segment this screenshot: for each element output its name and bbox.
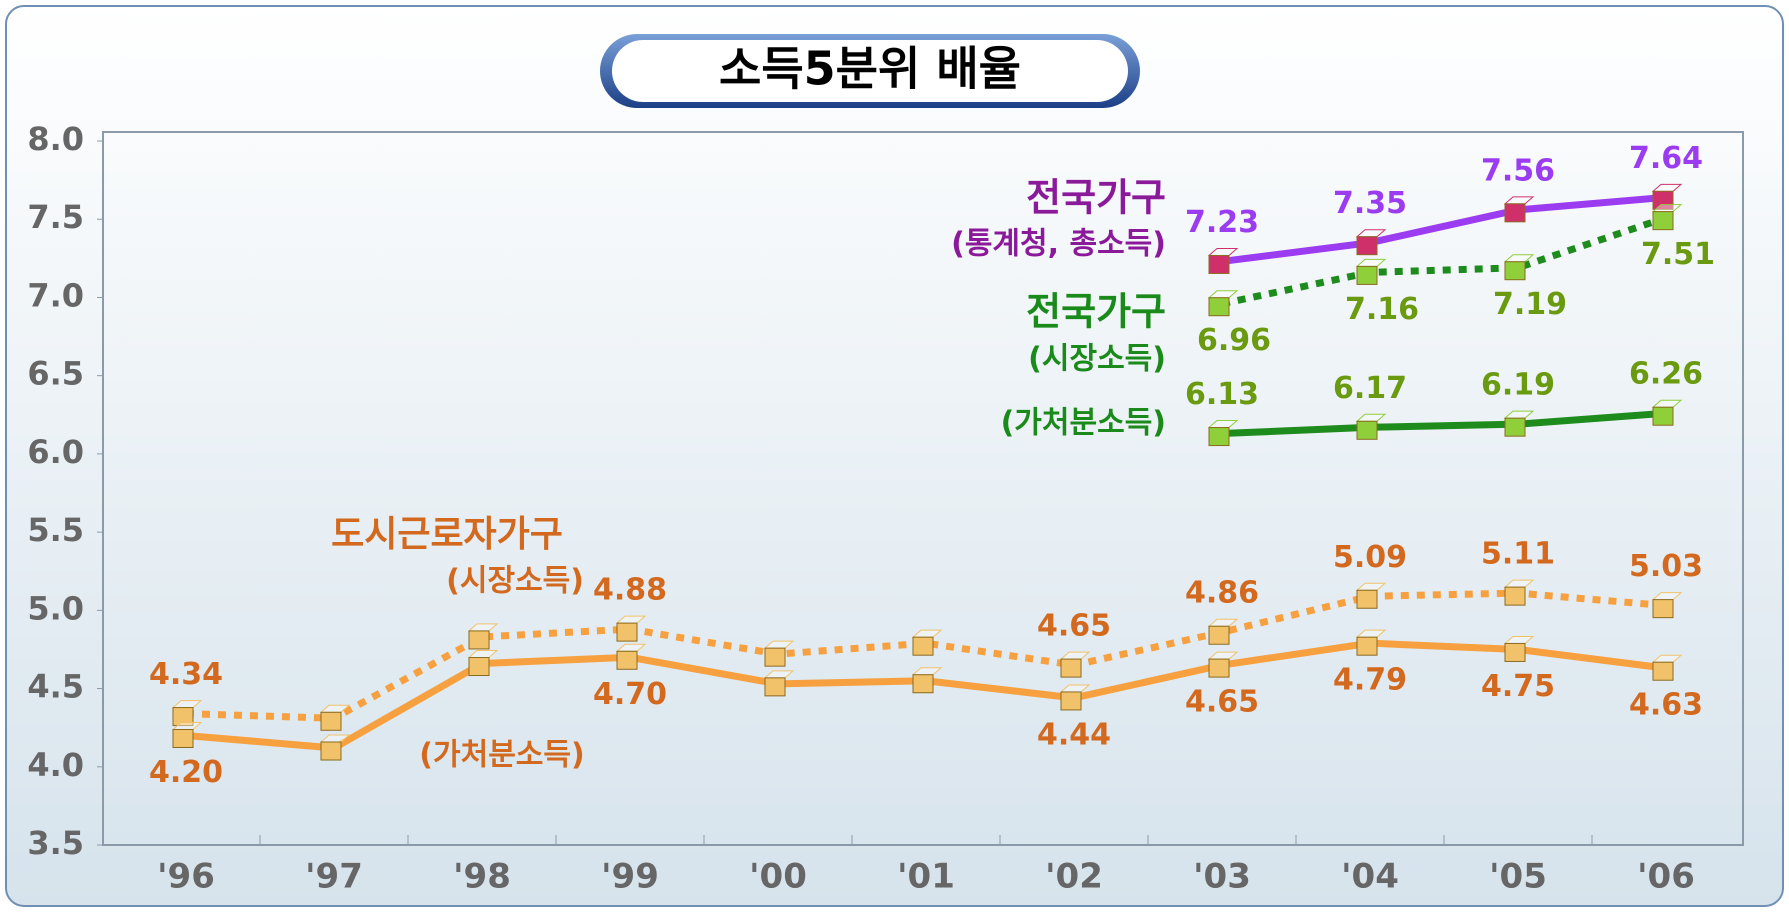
data-label: 4.70 <box>593 677 667 712</box>
data-label: 6.17 <box>1333 371 1407 406</box>
x-tick-label: '97 <box>305 857 363 897</box>
marker <box>1504 586 1526 606</box>
y-tick-label: 8.0 <box>27 120 84 158</box>
y-tick-label: 6.5 <box>27 355 84 393</box>
y-tick-label: 7.5 <box>27 198 84 236</box>
y-tick-label: 3.5 <box>27 824 84 862</box>
marker <box>1356 265 1378 285</box>
marker <box>1060 658 1082 678</box>
marker <box>1652 599 1674 619</box>
data-label: 6.96 <box>1197 323 1271 358</box>
x-tick-label: '96 <box>157 857 215 897</box>
y-tick-label: 5.0 <box>27 589 84 627</box>
data-label: 7.19 <box>1493 287 1567 322</box>
marker <box>1208 658 1230 678</box>
marker <box>320 741 342 761</box>
group-label: 전국가구 <box>1026 176 1166 220</box>
data-label: 7.23 <box>1185 205 1259 240</box>
data-label: 4.79 <box>1333 663 1407 698</box>
marker <box>1208 297 1230 317</box>
data-label: 5.11 <box>1481 537 1555 572</box>
marker <box>1504 261 1526 281</box>
data-label: 5.09 <box>1333 540 1407 575</box>
x-tick-label: '05 <box>1489 857 1547 897</box>
data-label: 4.65 <box>1185 685 1259 720</box>
data-label: 7.64 <box>1629 141 1703 176</box>
data-label: 7.51 <box>1641 237 1715 272</box>
series-label: (가처분소득) <box>1001 406 1166 441</box>
x-tick-label: '01 <box>897 857 955 897</box>
marker <box>468 657 490 677</box>
panel <box>5 5 1784 907</box>
series-line <box>1221 193 1667 265</box>
data-label: 6.19 <box>1481 368 1555 403</box>
x-tick-label: '99 <box>601 857 659 897</box>
marker <box>1060 691 1082 711</box>
data-label: 4.44 <box>1037 717 1111 752</box>
series-label: (시장소득) <box>1028 342 1166 377</box>
marker <box>1208 427 1230 447</box>
y-tick-label: 4.0 <box>27 746 84 784</box>
series-label: (시장소득) <box>446 564 584 599</box>
marker <box>764 677 786 697</box>
series-label: (가처분소득) <box>419 738 584 773</box>
marker <box>172 728 194 748</box>
data-label: 5.03 <box>1629 549 1703 584</box>
group-label: 전국가구 <box>1026 290 1166 334</box>
marker <box>1504 642 1526 662</box>
series-line <box>1221 214 1668 308</box>
data-label: 7.56 <box>1481 153 1555 188</box>
data-label: 4.86 <box>1185 576 1259 611</box>
marker <box>912 636 934 656</box>
x-tick-label: '06 <box>1637 857 1695 897</box>
x-tick-label: '02 <box>1045 857 1103 897</box>
marker <box>1356 420 1378 440</box>
plot-frame <box>102 131 1744 846</box>
marker <box>764 647 786 667</box>
series-line <box>185 589 1667 722</box>
data-label: 4.88 <box>593 573 667 608</box>
data-label: 4.65 <box>1037 609 1111 644</box>
marker <box>912 674 934 694</box>
marker <box>1652 661 1674 681</box>
marker <box>1652 406 1674 426</box>
x-tick-label: '04 <box>1341 857 1399 897</box>
data-label: 4.63 <box>1629 688 1703 723</box>
title-pill-inner <box>612 40 1128 102</box>
data-label: 7.16 <box>1345 292 1419 327</box>
chart-title: 소득5분위 배율 <box>719 42 1021 96</box>
series-line <box>1221 409 1667 438</box>
x-tick-label: '03 <box>1193 857 1251 897</box>
marker <box>1356 589 1378 609</box>
marker <box>1504 417 1526 437</box>
x-tick-label: '00 <box>749 857 807 897</box>
marker <box>616 622 638 642</box>
marker <box>616 650 638 670</box>
data-label: 6.13 <box>1185 377 1259 412</box>
data-label: 7.35 <box>1333 186 1407 221</box>
data-label: 4.20 <box>149 755 223 790</box>
marker <box>172 707 194 727</box>
marker <box>1504 203 1526 223</box>
marker <box>1356 636 1378 656</box>
y-tick-label: 6.0 <box>27 433 84 471</box>
marker <box>1208 625 1230 645</box>
marker <box>468 630 490 650</box>
series-label: (통계청, 총소득) <box>951 227 1166 262</box>
data-label: 4.75 <box>1481 669 1555 704</box>
data-label: 4.34 <box>149 657 223 692</box>
y-tick-label: 7.0 <box>27 276 84 314</box>
marker <box>320 711 342 731</box>
group-label: 도시근로자가구 <box>331 514 563 555</box>
y-tick-label: 4.5 <box>27 668 84 706</box>
x-tick-label: '98 <box>453 857 511 897</box>
marker <box>1652 211 1674 231</box>
marker <box>1208 254 1230 274</box>
marker <box>1356 236 1378 256</box>
data-label: 6.26 <box>1629 357 1703 392</box>
y-tick-label: 5.5 <box>27 511 84 549</box>
